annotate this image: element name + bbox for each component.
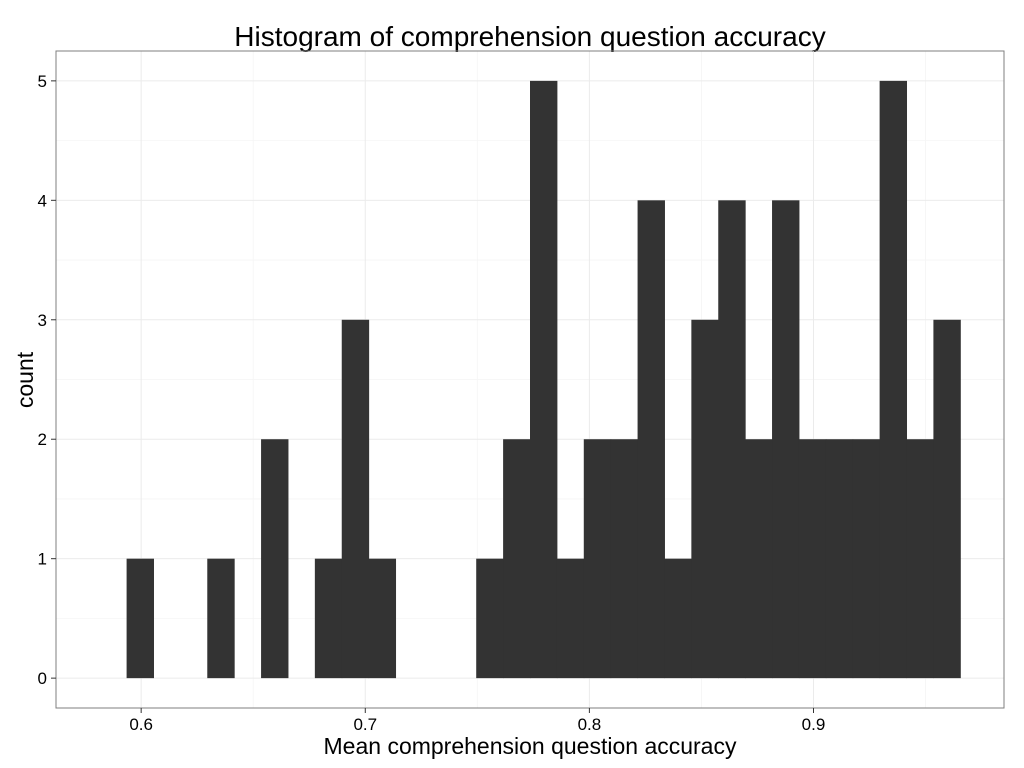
histogram-bar	[772, 200, 800, 679]
y-tick-label: 0	[38, 669, 47, 688]
x-tick-label: 0.7	[353, 715, 377, 734]
histogram-bar	[583, 439, 612, 679]
histogram-bar	[664, 558, 692, 679]
histogram-bar	[825, 439, 854, 679]
histogram-bar	[691, 319, 719, 679]
y-tick-label: 1	[38, 550, 47, 569]
histogram-bar	[126, 558, 154, 679]
histogram-bar	[718, 200, 746, 679]
histogram-bar	[745, 439, 773, 679]
histogram-bar	[341, 319, 370, 679]
histogram-bar	[637, 200, 665, 679]
y-tick-label: 3	[38, 311, 47, 330]
histogram-bar	[530, 80, 558, 679]
histogram-bar	[610, 439, 639, 679]
bars-layer	[126, 80, 961, 679]
histogram-bar	[368, 558, 397, 679]
x-tick-label: 0.8	[578, 715, 602, 734]
y-axis-title: count	[12, 351, 38, 408]
histogram-bar	[314, 558, 343, 679]
histogram-bar	[261, 439, 289, 679]
y-tick-label: 2	[38, 430, 47, 449]
y-tick-label: 4	[38, 191, 47, 210]
y-axis: 0 1 2 3 4 5	[38, 72, 56, 688]
x-axis: 0.6 0.7 0.8 0.9	[129, 708, 825, 734]
histogram-bar	[207, 558, 235, 679]
histogram-bar	[476, 558, 504, 679]
histogram-bar	[556, 558, 585, 679]
y-tick-label: 5	[38, 72, 47, 91]
histogram-bar	[798, 439, 827, 679]
x-tick-label: 0.6	[129, 715, 153, 734]
plot-panel-border	[55, 50, 1005, 709]
histogram-bar	[933, 319, 961, 679]
histogram-bar	[906, 439, 934, 679]
histogram-bar	[879, 80, 908, 679]
histogram-bar	[503, 439, 531, 679]
chart-title: Histogram of comprehension question accu…	[234, 21, 825, 52]
x-tick-label: 0.9	[802, 715, 826, 734]
x-axis-title: Mean comprehension question accuracy	[324, 733, 737, 759]
histogram-bar	[852, 439, 881, 679]
